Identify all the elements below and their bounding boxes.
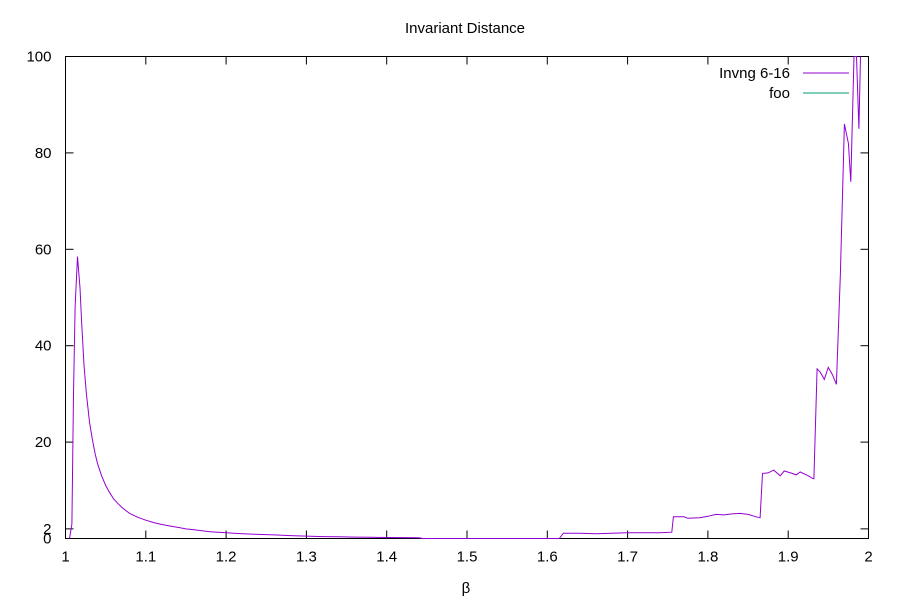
x-tick-label: 1.1 (135, 549, 156, 566)
x-axis-label: β (462, 580, 471, 597)
y-tick-label: 2 (43, 521, 51, 538)
series-layer (69, 56, 861, 539)
legend-label: foo (769, 85, 790, 102)
tick-labels: 1 1.1 1.2 1.3 1.4 1.5 1.6 1.7 1.8 1.9 202204060801… (26, 49, 872, 566)
chart-title: Invariant Distance (405, 20, 525, 37)
x-tick-label: 1.7 (617, 549, 638, 566)
x-tick-label: 1.9 (778, 549, 799, 566)
legend-label: Invng 6-16 (719, 65, 790, 82)
x-tick-label: 2 (864, 549, 872, 566)
plot-frame (65, 56, 869, 539)
y-tick-label: 40 (35, 338, 52, 355)
y-tick-label: 100 (26, 49, 51, 66)
legend: Invng 6-16 foo (719, 65, 849, 102)
series-line (69, 56, 861, 539)
y-tick-label: 0 (43, 531, 51, 548)
x-tick-label: 1.5 (457, 549, 478, 566)
x-tick-label: 1.8 (697, 549, 718, 566)
y-tick-label: 20 (35, 434, 52, 451)
x-tick-label: 1.2 (216, 549, 237, 566)
x-tick-label: 1.3 (296, 549, 317, 566)
x-tick-label: 1 (61, 549, 69, 566)
x-tick-label: 1.4 (376, 549, 397, 566)
y-tick-label: 60 (35, 241, 52, 258)
y-tick-label: 80 (35, 145, 52, 162)
x-tick-label: 1.6 (537, 549, 558, 566)
axis-ticks (65, 56, 869, 539)
